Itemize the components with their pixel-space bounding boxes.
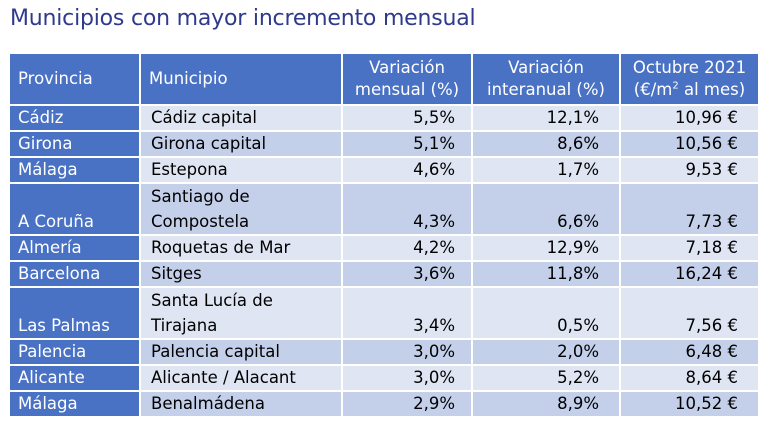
cell-variacion-interanual: 8,9% [472,390,621,416]
table-row: Málaga Estepona 4,6% 1,7% 9,53 € [10,156,758,183]
cell-variacion-interanual: 0,5% [472,286,621,339]
header-provincia: Provincia [10,54,141,105]
cell-municipio: Santiago de Compostela [140,182,343,235]
header-variacion-interanual: Variación interanual (%) [472,54,621,105]
cell-precio: 7,73 € [620,182,758,235]
cell-variacion-mensual: 3,6% [342,260,473,287]
cell-precio: 7,56 € [620,286,758,339]
cell-precio: 16,24 € [620,260,758,287]
cell-variacion-mensual: 4,6% [342,156,473,183]
cell-precio: 9,53 € [620,156,758,183]
cell-variacion-mensual: 3,4% [342,286,473,339]
cell-variacion-mensual: 2,9% [342,390,473,416]
cell-variacion-mensual: 4,2% [342,234,473,261]
data-table: Provincia Municipio Variación mensual (%… [10,54,758,416]
cell-municipio: Sitges [140,260,343,287]
cell-variacion-mensual: 3,0% [342,338,473,365]
cell-municipio: Benalmádena [140,390,343,416]
table-row: Alicante Alicante / Alacant 3,0% 5,2% 8,64 € [10,364,758,391]
cell-variacion-mensual: 5,1% [342,130,473,157]
cell-provincia: Las Palmas [10,286,141,339]
table-row: Málaga Benalmádena 2,9% 8,9% 10,52 € [10,390,758,416]
cell-precio: 10,56 € [620,130,758,157]
cell-municipio: Palencia capital [140,338,343,365]
cell-variacion-interanual: 1,7% [472,156,621,183]
table-row: Palencia Palencia capital 3,0% 2,0% 6,48 € [10,338,758,365]
table-row: Cádiz Cádiz capital 5,5% 12,1% 10,96 € [10,104,758,131]
table-row: Barcelona Sitges 3,6% 11,8% 16,24 € [10,260,758,287]
cell-municipio: Roquetas de Mar [140,234,343,261]
cell-provincia: Barcelona [10,260,141,287]
cell-precio: 10,96 € [620,104,758,131]
cell-variacion-interanual: 8,6% [472,130,621,157]
cell-variacion-mensual: 5,5% [342,104,473,131]
cell-provincia: Almería [10,234,141,261]
cell-variacion-interanual: 12,1% [472,104,621,131]
cell-provincia: Málaga [10,390,141,416]
municipio-line-2: Compostela [151,212,250,231]
cell-variacion-interanual: 12,9% [472,234,621,261]
cell-provincia: Palencia [10,338,141,365]
header-municipio: Municipio [140,54,343,105]
cell-provincia: A Coruña [10,182,141,235]
cell-precio: 6,48 € [620,338,758,365]
table-row: A Coruña Santiago de Compostela 4,3% 6,6% 7,7… [10,182,758,235]
municipio-line-1: Santiago de [151,187,250,206]
cell-municipio: Santa Lucía de Tirajana [140,286,343,339]
cell-provincia: Málaga [10,156,141,183]
cell-variacion-mensual: 3,0% [342,364,473,391]
table-row: Las Palmas Santa Lucía de Tirajana 3,4% 0,5%… [10,286,758,339]
cell-provincia: Cádiz [10,104,141,131]
cell-variacion-mensual: 4,3% [342,182,473,235]
cell-provincia: Alicante [10,364,141,391]
table-row: Almería Roquetas de Mar 4,2% 12,9% 7,18 € [10,234,758,261]
cell-precio: 10,52 € [620,390,758,416]
cell-municipio: Girona capital [140,130,343,157]
table-row: Girona Girona capital 5,1% 8,6% 10,56 € [10,130,758,157]
municipio-line-1: Santa Lucía de [151,291,273,310]
header-variacion-mensual: Variación mensual (%) [342,54,473,105]
cell-variacion-interanual: 11,8% [472,260,621,287]
cell-precio: 7,18 € [620,234,758,261]
cell-variacion-interanual: 6,6% [472,182,621,235]
cell-variacion-interanual: 2,0% [472,338,621,365]
header-precio: Octubre 2021 (€/m2 al mes) [620,54,758,105]
page-title: Municipios con mayor incremento mensual [10,6,476,31]
cell-municipio: Alicante / Alacant [140,364,343,391]
cell-variacion-interanual: 5,2% [472,364,621,391]
cell-provincia: Girona [10,130,141,157]
cell-municipio: Estepona [140,156,343,183]
municipio-line-2: Tirajana [151,316,218,335]
cell-municipio: Cádiz capital [140,104,343,131]
table-header-row: Provincia Municipio Variación mensual (%… [10,54,758,105]
cell-precio: 8,64 € [620,364,758,391]
